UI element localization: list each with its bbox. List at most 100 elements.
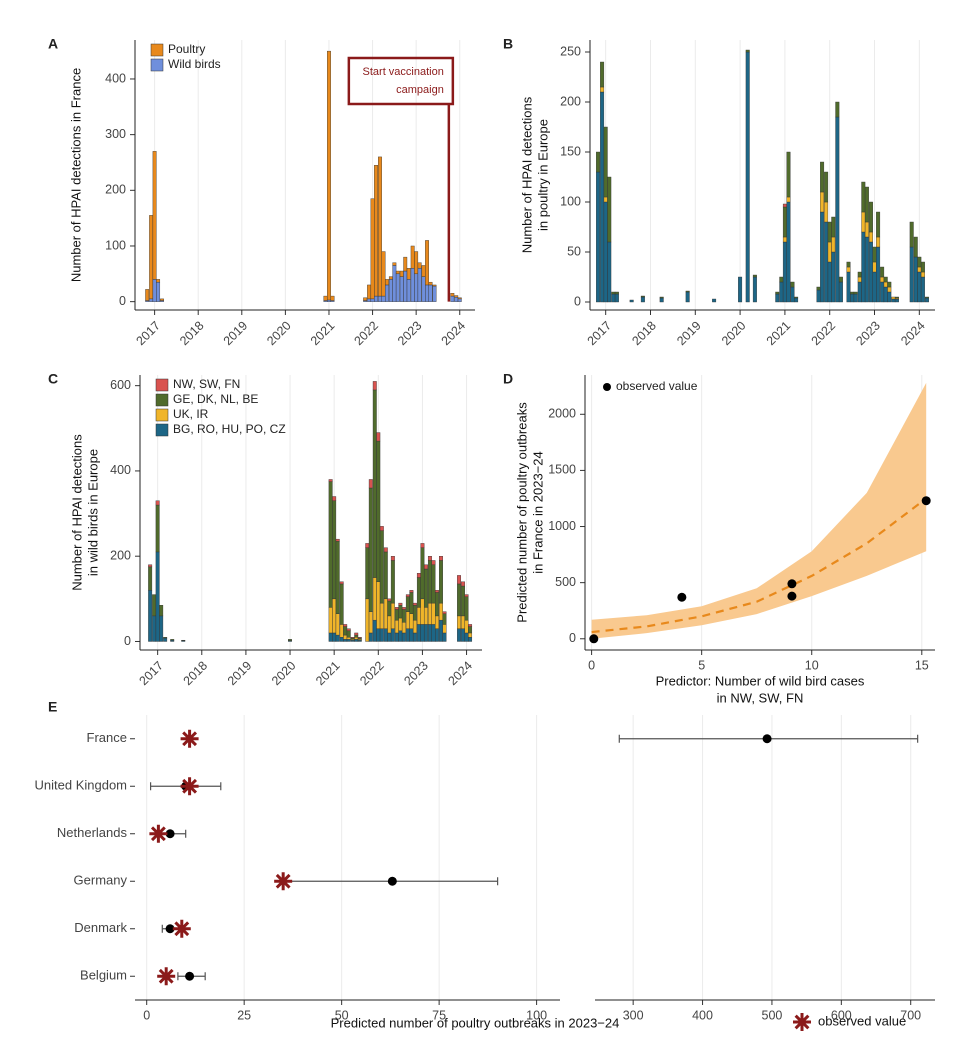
bar-segment — [883, 286, 888, 303]
bar-segment — [387, 600, 392, 617]
bar-segment — [838, 276, 843, 283]
bar-segment — [424, 564, 428, 570]
bar-segment — [861, 211, 866, 233]
bar-segment — [383, 551, 388, 600]
observed-marker — [180, 777, 199, 796]
bar-segment — [464, 594, 469, 597]
bar-segment — [850, 291, 855, 295]
bar-segment — [346, 637, 351, 640]
y-tick-label: 400 — [110, 463, 131, 477]
bar-segment — [335, 538, 340, 542]
bar-segment — [354, 639, 359, 642]
bar-segment — [887, 291, 892, 303]
bar-segment — [450, 293, 455, 297]
bar-segment — [343, 634, 348, 640]
bar-segment — [659, 296, 664, 299]
data-point — [677, 592, 687, 602]
y-tick-label: 250 — [560, 44, 581, 58]
bar-segment — [887, 281, 892, 288]
bar-segment — [461, 585, 465, 617]
bar-segment — [394, 609, 399, 621]
bar-segment — [363, 297, 368, 301]
bar-segment — [457, 298, 462, 302]
bar-segment — [454, 296, 459, 302]
bar-segment — [775, 293, 780, 303]
bar-segment — [372, 577, 377, 621]
bar-segment — [420, 624, 425, 642]
y-tick-label: 600 — [110, 378, 131, 392]
bar-segment — [163, 637, 168, 642]
bar-segment — [401, 632, 406, 642]
bar-segment — [861, 231, 866, 303]
bar-segment — [372, 381, 377, 391]
y-axis-label: Number of HPAI detections — [69, 434, 84, 591]
bar-segment — [367, 284, 372, 300]
bar-segment — [816, 286, 821, 291]
bar-segment — [327, 299, 331, 302]
bar-segment — [600, 61, 605, 88]
y-axis-label: in poultry in Europe — [535, 119, 550, 231]
bar-segment — [390, 556, 395, 561]
bar-segment — [876, 236, 881, 248]
bar-segment — [864, 221, 869, 238]
bar-segment — [745, 49, 750, 53]
bar-segment — [148, 564, 153, 568]
bar-segment — [370, 298, 375, 302]
legend-swatch — [155, 393, 169, 407]
bar-segment — [368, 487, 373, 612]
bar-segment — [435, 615, 439, 629]
data-point — [921, 496, 931, 506]
bar-segment — [149, 215, 154, 300]
fit-line — [591, 497, 927, 634]
bar-segment — [816, 289, 821, 303]
bar-segment — [603, 196, 608, 203]
bar-segment — [435, 628, 439, 642]
bar-segment — [442, 613, 447, 625]
bar-segment — [416, 624, 421, 642]
bar-segment — [603, 201, 608, 303]
bar-segment — [880, 276, 885, 283]
bar-segment — [409, 592, 414, 614]
legend-label: BG, RO, HU, PO, CZ — [173, 422, 286, 436]
y-tick-label: 1000 — [548, 519, 576, 533]
bar-segment — [457, 628, 461, 642]
bar-segment — [414, 273, 419, 302]
bar-segment — [155, 504, 160, 553]
bar-segment — [461, 628, 465, 642]
bar-segment — [381, 251, 386, 297]
bar-segment — [431, 560, 436, 565]
bar-segment — [390, 560, 395, 604]
bar-segment — [159, 605, 164, 617]
bar-segment — [457, 297, 462, 300]
bar-segment — [332, 496, 337, 501]
bar-segment — [412, 619, 417, 634]
bar-segment — [775, 291, 780, 295]
bar-segment — [385, 279, 389, 286]
bar-segment — [378, 295, 382, 302]
bar-segment — [857, 281, 862, 303]
bar-segment — [876, 211, 881, 238]
bar-segment — [365, 547, 370, 600]
bar-segment — [427, 560, 432, 604]
bar-segment — [390, 602, 395, 629]
bar-segment — [887, 286, 892, 293]
bar-segment — [376, 581, 381, 629]
bar-segment — [883, 276, 888, 283]
category-label: Belgium — [80, 968, 127, 983]
bar-segment — [917, 256, 922, 268]
bar-segment — [861, 181, 866, 213]
bar-segment — [401, 609, 406, 623]
observed-marker — [180, 729, 199, 748]
bar-segment — [846, 266, 851, 273]
bar-segment — [328, 632, 333, 642]
bar-segment — [596, 171, 601, 303]
bar-segment — [412, 632, 417, 642]
x-axis-label: Predictor: Number of wild bird cases — [656, 673, 865, 688]
predicted-point — [185, 971, 195, 981]
bar-segment — [864, 236, 869, 303]
bar-segment — [399, 270, 404, 277]
y-axis-label: Number of HPAI detections in France — [68, 68, 83, 282]
bar-segment — [145, 289, 150, 301]
